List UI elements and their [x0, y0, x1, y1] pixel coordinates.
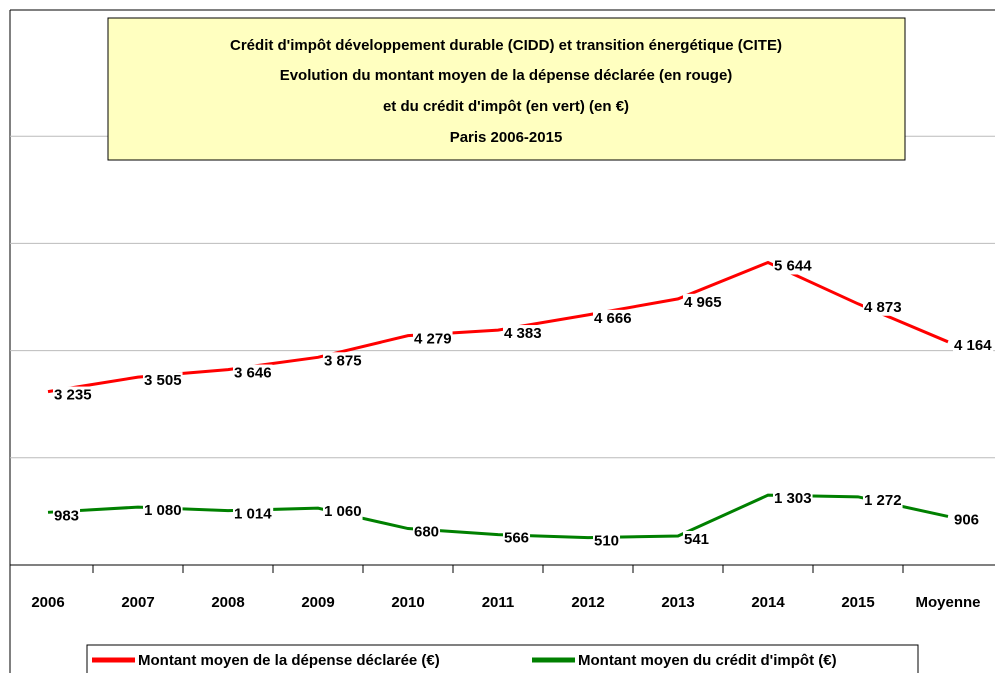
- x-tick-label: 2013: [661, 594, 694, 611]
- x-tick-label: 2006: [31, 594, 64, 611]
- legend-label: Montant moyen de la dépense déclarée (€): [138, 652, 440, 669]
- x-tick-label: 2015: [841, 594, 874, 611]
- x-tick-label: 2012: [571, 594, 604, 611]
- chart-title: Paris 2006-2015: [450, 129, 563, 146]
- marks: 3 235 3 505 3 646 3 875 4 279 4 383 4 666 4 965…: [47, 257, 994, 550]
- data-label: 566: [504, 530, 529, 547]
- chart-title: Crédit d'impôt développement durable (CI…: [230, 37, 782, 54]
- data-label: 1 060: [324, 503, 362, 520]
- data-label-bg: [683, 293, 723, 311]
- data-label-bg: [773, 257, 814, 275]
- data-label: 4 383: [504, 325, 542, 342]
- series-line: [47, 493, 949, 540]
- data-label-bg: [233, 505, 274, 523]
- data-label-bg: [503, 325, 543, 343]
- data-label-bg: [683, 530, 711, 548]
- chart-title: Evolution du montant moyen de la dépense…: [280, 67, 733, 84]
- data-label: 3 235: [54, 387, 92, 404]
- legend-label: Montant moyen du crédit d'impôt (€): [578, 652, 837, 669]
- data-label: 510: [594, 533, 619, 550]
- data-label-bg: [593, 309, 633, 327]
- data-label: 5 644: [774, 257, 812, 274]
- x-tick-label: 2011: [482, 594, 515, 611]
- chart-title: et du crédit d'impôt (en vert) (en €): [383, 98, 629, 115]
- data-label-bg: [413, 523, 441, 541]
- data-label-bg: [323, 503, 363, 521]
- data-label: 4 666: [594, 310, 632, 327]
- data-label: 680: [414, 524, 439, 541]
- data-label-bg: [593, 532, 621, 550]
- x-tick-label: 2010: [391, 594, 424, 611]
- data-label: 541: [684, 531, 709, 548]
- data-label-bg: [863, 491, 903, 509]
- data-label: 3 505: [144, 372, 182, 389]
- legend: [86, 644, 919, 673]
- data-label-bg: [503, 529, 531, 547]
- data-label: 4 164: [954, 337, 992, 354]
- grid: 2006 2007 2008 2009 2010 2011 2012 2013 2014 2015…: [10, 135, 995, 611]
- data-label-bg: [233, 364, 273, 382]
- x-tick-label: 2009: [301, 594, 334, 611]
- series-line: [47, 260, 949, 394]
- data-label: 1 303: [774, 490, 812, 507]
- data-label-bg: [953, 336, 994, 354]
- data-label-bg: [323, 352, 363, 370]
- data-label-bg: [53, 386, 93, 404]
- data-label-bg: [863, 298, 903, 316]
- data-label-bg: [773, 490, 813, 508]
- x-tick-label: Moyenne: [915, 594, 980, 611]
- data-label: 983: [54, 507, 79, 524]
- data-label: 1 014: [234, 506, 272, 523]
- data-label: 906: [954, 511, 979, 528]
- data-label: 3 646: [234, 365, 272, 382]
- data-label-bg: [143, 372, 183, 390]
- data-label: 1 272: [864, 492, 902, 509]
- data-label: 4 873: [864, 299, 902, 316]
- x-tick-label: 2014: [751, 594, 785, 611]
- data-label-bg: [143, 502, 183, 520]
- data-label-bg: [413, 330, 453, 348]
- x-tick-label: 2008: [211, 594, 244, 611]
- data-label-bg: [53, 507, 81, 525]
- data-label: 4 965: [684, 294, 722, 311]
- title-box: [107, 17, 906, 161]
- data-label: 1 080: [144, 502, 182, 519]
- data-label: 3 875: [324, 352, 362, 369]
- x-tick-label: 2007: [121, 594, 154, 611]
- data-label: 4 279: [414, 331, 452, 348]
- data-label-bg: [953, 511, 981, 529]
